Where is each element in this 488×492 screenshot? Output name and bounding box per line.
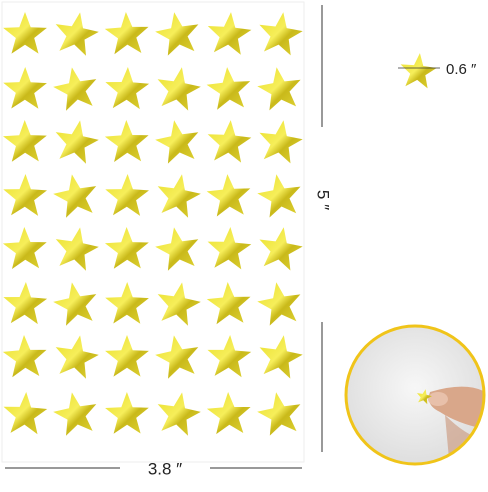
star: [400, 53, 437, 89]
star: [2, 227, 47, 269]
star: [207, 12, 252, 55]
star: [3, 174, 48, 216]
star: [157, 174, 201, 218]
star: [3, 12, 47, 54]
star: [3, 120, 47, 162]
star: [105, 227, 149, 269]
finger-star: [417, 389, 432, 405]
star: [157, 67, 201, 111]
star: [105, 392, 149, 434]
inset-frame: [344, 324, 486, 466]
star: [417, 389, 432, 405]
width-label: 3.8 ″: [148, 459, 182, 478]
star: [259, 12, 303, 56]
star: [157, 392, 201, 436]
star: [3, 282, 48, 325]
star: [105, 282, 149, 324]
star: [206, 67, 251, 110]
star: [53, 282, 97, 326]
size-star: [400, 53, 437, 89]
star: [207, 227, 252, 270]
star: [55, 12, 99, 56]
star: [53, 67, 97, 111]
star: [104, 12, 149, 55]
star: [257, 392, 301, 436]
star: [55, 335, 99, 379]
star: [257, 67, 301, 111]
star: [3, 392, 48, 435]
star: [207, 335, 252, 378]
star: [207, 120, 252, 163]
star: [3, 67, 47, 109]
star: [105, 335, 149, 377]
star: [53, 392, 97, 436]
star: [155, 227, 199, 271]
star: [259, 227, 303, 271]
star: [155, 120, 199, 164]
star: [53, 174, 97, 218]
star: [55, 120, 99, 164]
star: [2, 335, 47, 378]
star: [206, 174, 251, 217]
size-label: 0.6 ″: [446, 61, 477, 78]
star: [157, 282, 201, 326]
star-grid: [2, 12, 303, 436]
star: [206, 392, 251, 435]
star: [155, 335, 199, 379]
star: [104, 120, 149, 162]
height-label: 5 ″: [314, 190, 333, 210]
star: [55, 227, 99, 271]
star: [257, 174, 301, 218]
star: [105, 174, 149, 216]
star: [259, 120, 303, 164]
star: [105, 67, 150, 110]
star: [257, 282, 301, 326]
sticker-sheet: [1, 1, 305, 463]
star: [155, 12, 199, 56]
star: [206, 282, 251, 325]
star: [259, 335, 303, 379]
